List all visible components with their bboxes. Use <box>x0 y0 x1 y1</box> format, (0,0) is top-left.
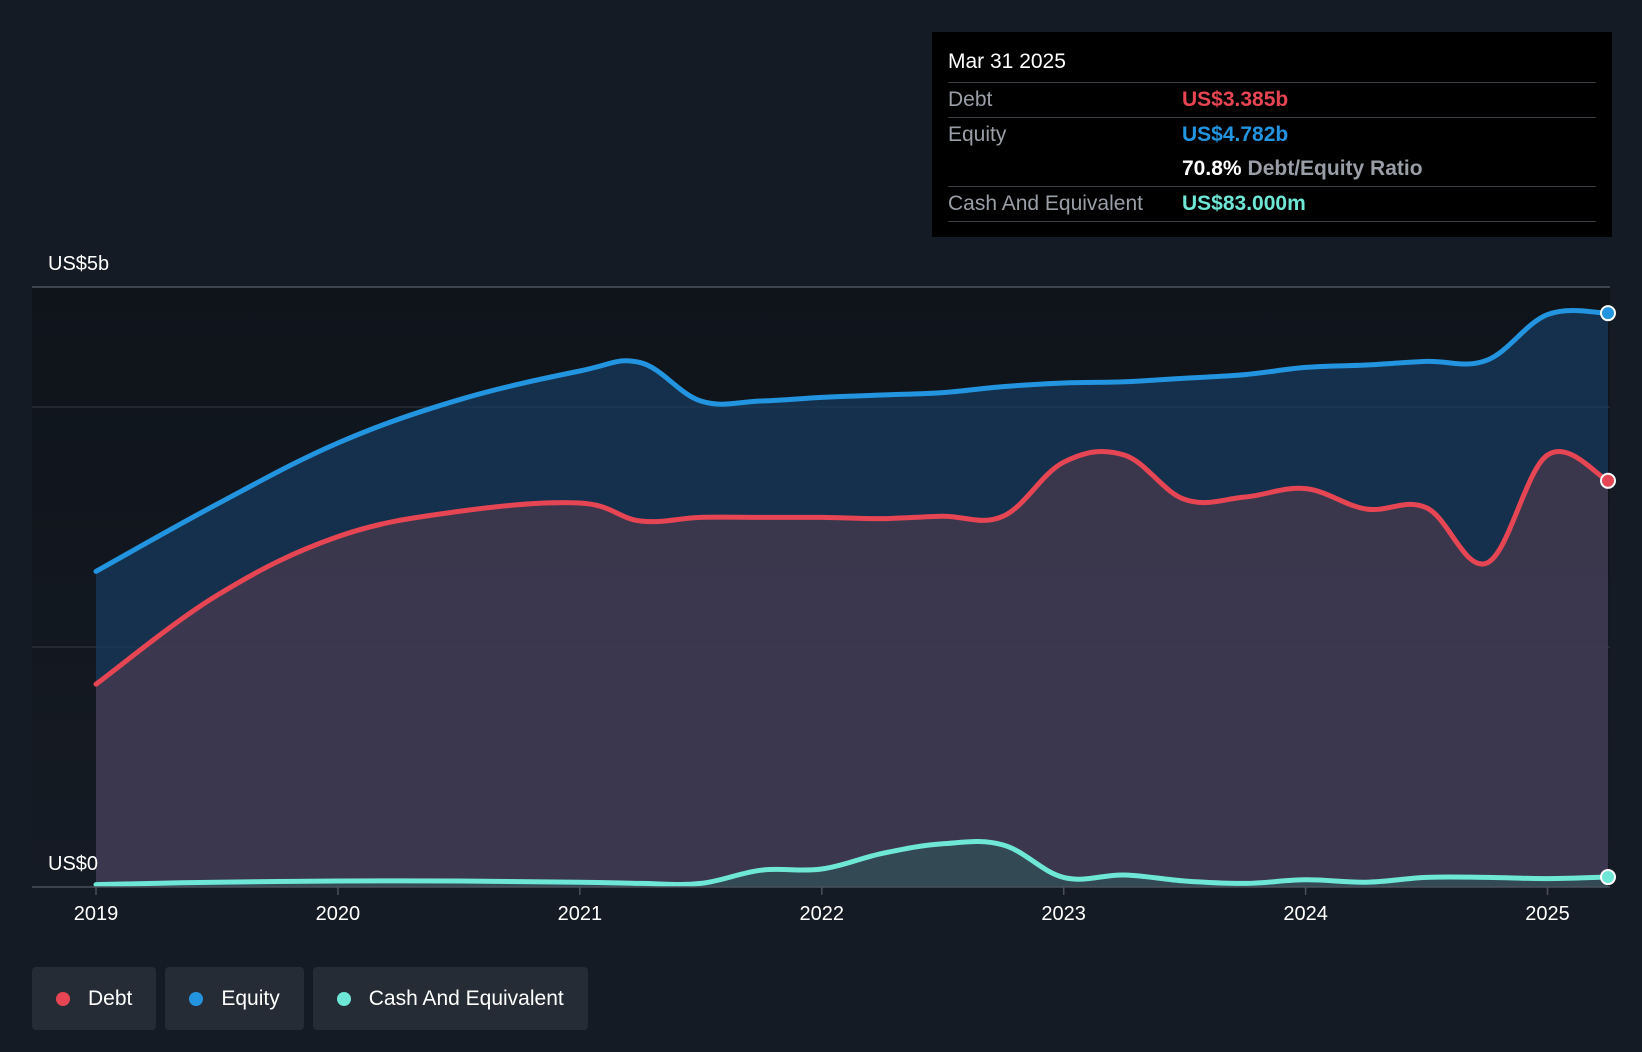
y-axis-top-label: US$5b <box>48 253 109 275</box>
tooltip-row-equity: Equity US$4.782b <box>948 118 1596 152</box>
debt-line <box>93 448 1611 687</box>
tooltip-cash-label: Cash And Equivalent <box>948 192 1143 215</box>
tooltip-equity-value: US$4.782b <box>1182 123 1289 146</box>
debt-end-marker <box>1600 472 1616 489</box>
legend-item-equity[interactable]: Equity <box>165 967 304 1030</box>
tooltip-debt-label: Debt <box>948 88 993 111</box>
legend-equity-label: Equity <box>221 986 280 1010</box>
x-tick-label: 2022 <box>800 903 845 925</box>
debt-area <box>96 451 1608 887</box>
y-axis-bottom-label: US$0 <box>48 853 98 875</box>
x-tick-label: 2020 <box>316 903 361 925</box>
tooltip-row-debt: Debt US$3.385b <box>948 83 1596 118</box>
tooltip-row-cash: Cash And Equivalent US$83.000m <box>948 187 1596 222</box>
x-tick-label: 2025 <box>1525 903 1570 925</box>
x-tick-label: 2023 <box>1041 903 1086 925</box>
legend-cash-label: Cash And Equivalent <box>368 986 564 1010</box>
cash-dot-icon <box>336 991 351 1006</box>
equity-dot-icon <box>189 991 204 1006</box>
tooltip-ratio-label: Debt/Equity Ratio <box>1247 157 1423 180</box>
x-tick-label: 2019 <box>74 903 119 925</box>
legend-item-cash[interactable]: Cash And Equivalent <box>312 967 588 1030</box>
legend-debt-label: Debt <box>88 986 133 1010</box>
tooltip-ratio-value: 70.8% <box>1182 157 1242 180</box>
equity-end-marker <box>1600 305 1616 322</box>
tooltip-row-ratio: 70.8% Debt/Equity Ratio <box>948 152 1596 187</box>
cash-and-equivalent-end-marker <box>1600 869 1616 886</box>
tooltip-debt-value: US$3.385b <box>1182 88 1289 111</box>
cash-and-equivalent-line <box>93 839 1611 888</box>
x-tick-label: 2024 <box>1283 903 1328 925</box>
tooltip-equity-label: Equity <box>948 123 1007 146</box>
tooltip-panel: Mar 31 2025 Debt US$3.385b Equity US$4.7… <box>932 32 1612 237</box>
debt-dot-icon <box>56 991 70 1006</box>
x-tick-label: 2021 <box>558 903 603 925</box>
equity-line <box>93 307 1611 574</box>
legend-item-debt[interactable]: Debt <box>32 967 157 1030</box>
tooltip-ratio-spacer <box>948 152 1182 186</box>
chart-legend: Debt Equity Cash And Equivalent <box>32 967 588 1030</box>
tooltip-cash-value: US$83.000m <box>1182 192 1306 215</box>
tooltip-date: Mar 31 2025 <box>948 46 1596 83</box>
